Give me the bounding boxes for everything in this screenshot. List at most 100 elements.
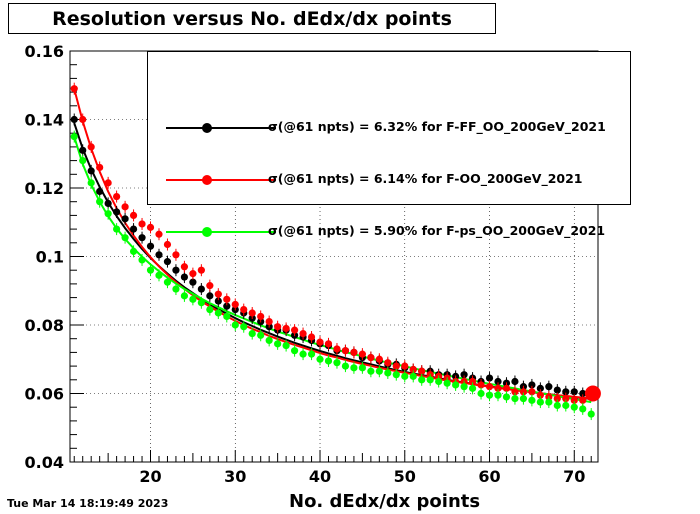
data-point (384, 359, 392, 367)
data-point (485, 383, 494, 391)
data-point (587, 410, 595, 418)
data-point (545, 383, 553, 391)
data-point (214, 309, 222, 317)
data-point (579, 389, 587, 398)
y-tick-label: 0.14 (25, 111, 64, 130)
x-tick-label: 20 (139, 467, 161, 486)
highlight-point (584, 385, 601, 402)
legend-marker-green (202, 227, 212, 237)
data-point (553, 401, 561, 410)
data-point (324, 340, 333, 348)
data-point (367, 367, 375, 375)
data-point (172, 285, 180, 293)
x-tick-label: 50 (394, 467, 416, 486)
data-point (223, 295, 231, 303)
data-point (392, 371, 400, 379)
data-point (553, 386, 561, 394)
data-point (197, 299, 205, 307)
data-point (316, 355, 324, 363)
data-point (333, 359, 341, 367)
y-tick-label: 0.06 (25, 385, 64, 404)
data-point (79, 146, 87, 154)
legend-line-red (166, 179, 276, 181)
data-point (257, 312, 265, 321)
chart-title: Resolution versus No. dEdx/dx points (8, 3, 496, 34)
data-point (146, 242, 155, 250)
data-point (358, 364, 366, 372)
data-point (189, 270, 197, 278)
y-tick-label: 0.04 (25, 453, 64, 472)
data-point (189, 278, 197, 286)
legend-entry-red: σ(@61 npts) = 6.14% for F-OO_200GeV_2021 (148, 170, 630, 190)
data-point (113, 208, 121, 216)
data-point (502, 384, 511, 392)
data-point (274, 340, 282, 348)
data-point (579, 396, 587, 404)
data-point (435, 377, 443, 386)
data-point (282, 341, 290, 350)
data-point (528, 381, 536, 389)
data-point (206, 282, 214, 290)
data-point (375, 367, 383, 375)
data-point (163, 240, 172, 249)
data-point (570, 388, 578, 396)
data-point (163, 278, 172, 286)
data-point (536, 384, 544, 392)
data-point (519, 388, 528, 396)
data-point (70, 85, 78, 93)
data-point (350, 364, 358, 372)
data-point (113, 192, 121, 201)
data-point (129, 225, 138, 233)
data-point (206, 292, 214, 300)
data-point (358, 350, 366, 358)
data-point (138, 256, 146, 264)
data-point (121, 215, 129, 223)
data-point (426, 376, 434, 384)
data-point (562, 395, 570, 403)
data-point (214, 297, 222, 305)
data-point (172, 251, 180, 259)
data-point (214, 290, 222, 298)
data-point (197, 266, 205, 274)
data-point (96, 163, 104, 172)
data-point (146, 223, 155, 231)
data-point (274, 323, 282, 331)
data-point (409, 365, 417, 374)
data-point (70, 133, 78, 141)
data-point (155, 230, 163, 238)
data-point (265, 317, 273, 326)
data-point (494, 384, 502, 392)
data-point (570, 403, 578, 411)
data-point (468, 384, 477, 392)
data-point (172, 266, 180, 274)
data-point (477, 389, 485, 398)
data-point (570, 396, 578, 404)
legend-marker-black (202, 123, 212, 133)
timestamp: Tue Mar 14 18:19:49 2023 (7, 497, 169, 510)
data-point (87, 167, 95, 175)
data-point (401, 372, 409, 380)
data-point (511, 388, 519, 396)
legend: σ(@61 npts) = 6.32% for F-FF_OO_200GeV_2… (147, 51, 631, 238)
data-point (460, 383, 468, 391)
data-point (536, 391, 544, 399)
data-point (129, 211, 138, 219)
data-point (87, 179, 95, 187)
x-tick-label: 70 (563, 467, 585, 486)
x-tick-label: 30 (224, 467, 246, 486)
data-point (113, 225, 121, 233)
data-point (528, 396, 536, 404)
data-point (121, 234, 129, 242)
data-point (70, 115, 78, 124)
legend-entry-green: σ(@61 npts) = 5.90% for F-ps_OO_200GeV_2… (148, 222, 630, 242)
data-point (248, 309, 256, 317)
data-point (443, 379, 451, 387)
data-point (282, 324, 290, 333)
data-point (79, 115, 87, 124)
data-point (452, 381, 460, 389)
data-point (180, 263, 189, 271)
data-point (418, 367, 426, 375)
data-point (579, 405, 587, 413)
legend-entry-black: σ(@61 npts) = 6.32% for F-FF_OO_200GeV_2… (148, 118, 630, 138)
data-point (104, 179, 112, 187)
